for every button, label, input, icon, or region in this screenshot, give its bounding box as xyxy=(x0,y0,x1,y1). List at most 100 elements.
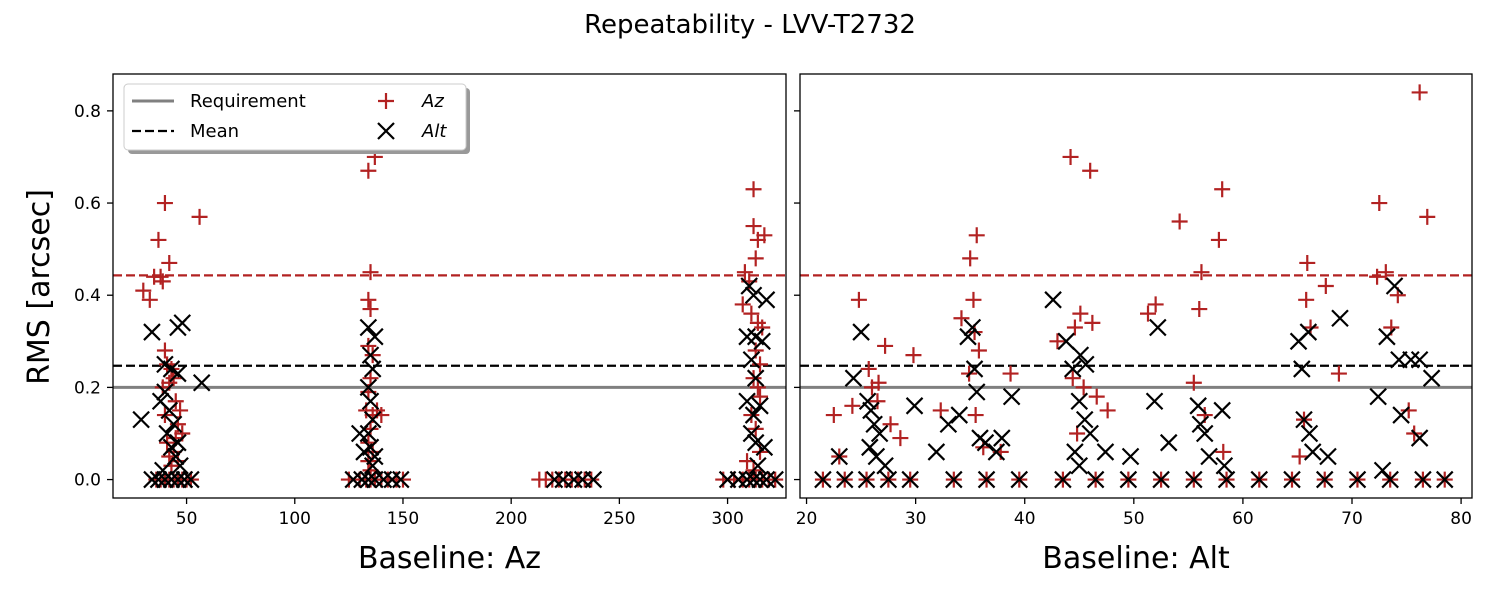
az-point xyxy=(394,471,411,488)
alt-point xyxy=(738,327,756,346)
alt-point xyxy=(945,470,963,489)
alt-point xyxy=(162,438,181,457)
alt-point xyxy=(1299,323,1318,341)
az-point xyxy=(953,310,970,327)
alt-point xyxy=(156,383,174,401)
az-point xyxy=(360,162,377,179)
alt-point xyxy=(857,470,876,489)
legend-requirement-label: Requirement xyxy=(190,91,306,112)
alt-point xyxy=(143,323,161,341)
az-point xyxy=(892,430,909,447)
alt-point xyxy=(852,323,870,341)
alt-point xyxy=(987,443,1006,461)
alt-point xyxy=(1385,277,1404,295)
alt-point xyxy=(1402,350,1420,369)
alt-point xyxy=(862,401,880,420)
x-tick-label: 40 xyxy=(1014,509,1036,529)
alt-point xyxy=(744,470,763,489)
legend-az-label: Az xyxy=(421,91,444,112)
alt-point xyxy=(149,470,168,489)
alt-point xyxy=(967,383,986,401)
alt-point xyxy=(1066,443,1084,461)
az-point xyxy=(161,254,178,271)
az-point xyxy=(362,301,379,318)
alt-point xyxy=(353,470,371,489)
az-point xyxy=(825,407,842,424)
x-tick-label: 20 xyxy=(796,509,818,529)
alt-point xyxy=(939,415,958,434)
alt-point xyxy=(366,327,384,346)
az-point xyxy=(360,291,377,308)
y-tick-label: 0.4 xyxy=(74,286,101,306)
az-point xyxy=(1064,370,1081,387)
az-point xyxy=(1002,365,1019,382)
az-point xyxy=(850,291,867,308)
alt-point xyxy=(1200,447,1218,466)
az-point xyxy=(860,360,877,377)
figure-title: Repeatability - LVV-T2732 xyxy=(584,10,916,40)
legend-mean-label: Mean xyxy=(190,121,239,142)
alt-point xyxy=(1189,397,1207,415)
az-point xyxy=(844,397,861,414)
az-point xyxy=(1411,84,1428,101)
az-point xyxy=(1369,268,1386,285)
az-point xyxy=(1191,301,1208,318)
x-tick-label: 70 xyxy=(1341,509,1363,529)
alt-point xyxy=(1414,470,1432,489)
alt-point xyxy=(1149,318,1167,337)
az-point xyxy=(360,337,377,354)
az-point xyxy=(870,374,887,391)
alt-point xyxy=(844,369,863,387)
az-point xyxy=(962,250,979,267)
az-point xyxy=(1371,195,1388,212)
az-point xyxy=(968,227,985,244)
az-point xyxy=(1330,365,1347,382)
x-tick-label: 200 xyxy=(495,509,527,529)
alt-point xyxy=(1348,470,1367,489)
alt-point xyxy=(1217,470,1236,489)
x-tick-label: 80 xyxy=(1450,509,1472,529)
alt-point xyxy=(1331,309,1349,328)
alt-point xyxy=(1054,470,1072,489)
alt-point xyxy=(344,470,362,489)
az-point xyxy=(135,282,152,299)
alt-point xyxy=(363,360,382,378)
panels: 50 100 150 200 250 300 0.0 0.2 0.4 0.6 0.8 Baseline… xyxy=(74,73,1473,576)
alt-point xyxy=(757,291,776,309)
az-point xyxy=(1099,402,1116,419)
alt-point xyxy=(565,470,583,489)
y-tick-label: 0.6 xyxy=(74,194,101,214)
alt-point xyxy=(1081,424,1099,443)
az-point xyxy=(1069,425,1086,442)
alt-point xyxy=(1410,350,1429,369)
az-point xyxy=(747,250,764,267)
alt-point xyxy=(1369,387,1387,406)
az-point xyxy=(362,264,379,281)
alt-point xyxy=(766,470,784,489)
alt-point xyxy=(366,470,384,489)
az-point xyxy=(1147,296,1164,313)
alt-point xyxy=(160,401,179,420)
alt-point xyxy=(361,392,380,410)
az-point xyxy=(583,471,600,488)
alt-point xyxy=(1293,360,1311,378)
az-point xyxy=(1298,291,1315,308)
alt-point xyxy=(158,424,176,443)
alt-point xyxy=(744,406,763,424)
alt-point xyxy=(359,470,378,489)
x-tick-label: 150 xyxy=(387,509,419,529)
az-point xyxy=(932,402,949,419)
az-point xyxy=(882,416,899,433)
alt-point xyxy=(1300,424,1319,443)
az-point xyxy=(965,291,982,308)
az-point xyxy=(1377,264,1394,281)
az-point xyxy=(970,342,987,359)
alt-point xyxy=(1250,470,1269,489)
alt-point xyxy=(927,443,946,461)
x-tick-label: 60 xyxy=(1232,509,1254,529)
az-point xyxy=(745,181,762,198)
alt-point xyxy=(1075,410,1094,429)
alt-point xyxy=(977,470,996,489)
alt-point xyxy=(870,424,889,443)
alt-point xyxy=(1121,447,1140,466)
